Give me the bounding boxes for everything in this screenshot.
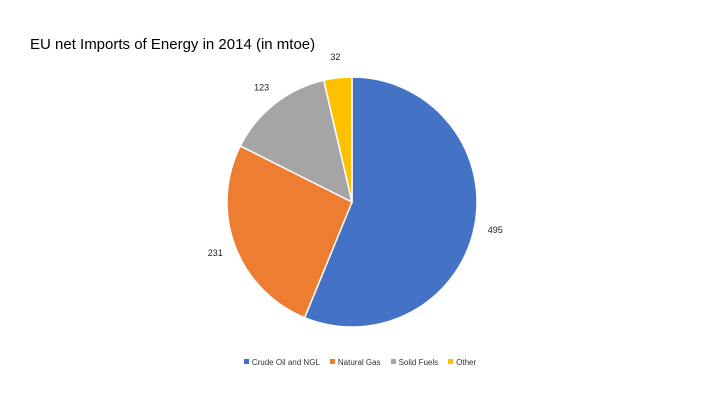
legend-swatch xyxy=(243,359,249,364)
pie-slice-crude-oil-and-ngl xyxy=(303,76,478,328)
legend-swatch xyxy=(448,359,454,364)
pie-slice-solid-fuels xyxy=(239,79,354,204)
data-label: 495 xyxy=(488,225,503,235)
legend-item: Natural Gas xyxy=(329,358,381,367)
legend-label: Natural Gas xyxy=(337,358,381,367)
data-label: 123 xyxy=(254,82,269,92)
pie-slice-natural-gas xyxy=(226,144,353,319)
legend-item: Crude Oil and NGL xyxy=(243,358,320,367)
legend-swatch xyxy=(329,359,335,364)
legend-label: Solid Fuels xyxy=(398,358,439,367)
legend-item: Solid Fuels xyxy=(390,358,439,367)
legend-label: Other xyxy=(456,358,477,367)
legend-item: Other xyxy=(448,358,476,367)
legend-label: Crude Oil and NGL xyxy=(251,358,320,367)
data-label: 32 xyxy=(330,52,340,62)
data-label: 231 xyxy=(208,248,223,258)
chart-title: EU net Imports of Energy in 2014 (in mto… xyxy=(30,36,316,53)
pie-slice-other xyxy=(322,76,353,203)
legend: Crude Oil and NGL Natural Gas Solid Fuels O… xyxy=(0,358,720,367)
legend-swatch xyxy=(390,359,396,364)
